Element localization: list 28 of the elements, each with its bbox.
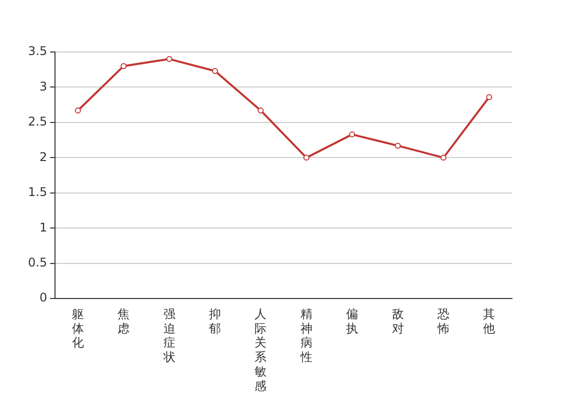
- y-tick-label: 1: [39, 220, 48, 234]
- y-tick-label: 2.5: [28, 114, 48, 129]
- x-tick-label: 焦虑: [118, 306, 130, 336]
- y-tick-label: 0: [39, 290, 48, 305]
- point: [258, 107, 264, 114]
- point: [120, 63, 127, 70]
- x-tick-label: 敌对: [392, 306, 404, 336]
- y-tick-label: 1.5: [28, 185, 48, 200]
- x-tick-label: 偏执: [346, 306, 358, 336]
- x-tick-label: 其他: [483, 306, 496, 336]
- x-tick-label: 强迫症状: [162, 306, 176, 364]
- point: [212, 68, 218, 74]
- x-tick-label: 躯体化: [72, 306, 84, 350]
- x-tick-label: 精神病性: [299, 306, 312, 364]
- x-tick-label: 抑郁: [209, 306, 222, 336]
- point: [394, 142, 401, 149]
- y-tick-label: 3: [39, 79, 48, 94]
- point: [303, 154, 310, 161]
- y-tick-label: 2: [39, 150, 48, 164]
- y-tick-label: 0.5: [28, 255, 48, 270]
- point: [486, 94, 492, 100]
- point: [349, 131, 356, 138]
- y-tick-label: 3.5: [28, 44, 48, 58]
- point: [440, 154, 446, 161]
- x-tick-label: 恐怖: [436, 306, 450, 336]
- point: [74, 107, 81, 114]
- point: [166, 56, 172, 62]
- x-tick-label: 人际关系敏感: [254, 306, 267, 393]
